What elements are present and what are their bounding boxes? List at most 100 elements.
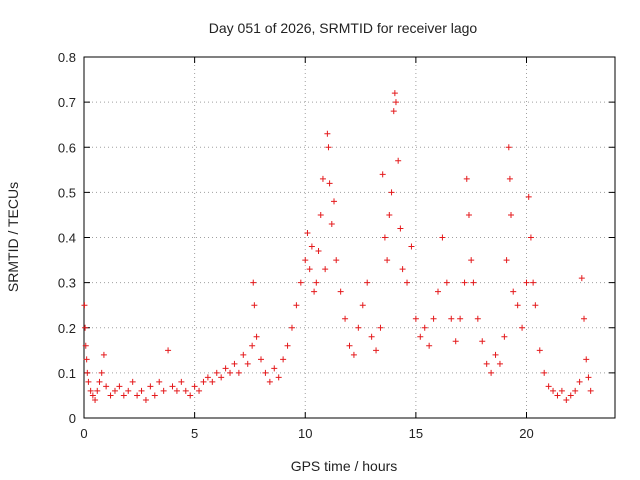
data-point (313, 279, 320, 286)
data-point (545, 383, 552, 390)
chart-title: Day 051 of 2026, SRMTID for receiver lag… (209, 20, 478, 36)
data-point (280, 356, 287, 363)
data-point (585, 374, 592, 381)
data-point (384, 257, 391, 264)
axis-ticks: 0 0.1 0.2 0.3 0.4 0.5 0.6 0.7 0.8 0 5 10 15 20 (58, 50, 615, 441)
data-point (284, 342, 291, 349)
data-point (275, 374, 282, 381)
data-point (98, 369, 105, 376)
data-point (302, 257, 309, 264)
data-point (160, 387, 167, 394)
data-point (297, 279, 304, 286)
data-point (209, 378, 216, 385)
data-point (304, 229, 311, 236)
data-point (322, 266, 329, 273)
data-point (96, 378, 103, 385)
data-point (576, 378, 583, 385)
data-point (83, 356, 90, 363)
data-point (583, 356, 590, 363)
data-point (271, 365, 278, 372)
data-point (567, 392, 574, 399)
data-point (350, 351, 357, 358)
data-point (191, 383, 198, 390)
data-point (525, 193, 532, 200)
data-point (386, 211, 393, 218)
x-tick-label: 20 (519, 426, 533, 441)
y-tick-label: 0.1 (58, 366, 76, 381)
data-point (196, 387, 203, 394)
data-point (326, 180, 333, 187)
data-point (231, 360, 238, 367)
gridlines (84, 57, 615, 418)
data-point (503, 257, 510, 264)
y-tick-label: 0 (69, 411, 76, 426)
data-point (505, 144, 512, 151)
data-point (116, 383, 123, 390)
data-point (222, 365, 229, 372)
data-point (328, 220, 335, 227)
data-point (142, 396, 149, 403)
data-point (364, 279, 371, 286)
data-point (89, 392, 96, 399)
data-point (563, 396, 570, 403)
data-point (253, 333, 260, 340)
data-point (317, 211, 324, 218)
data-point (319, 175, 326, 182)
data-point (346, 342, 353, 349)
y-axis-title: SRMTID / TECUs (5, 182, 21, 292)
data-point (111, 387, 118, 394)
data-point (315, 248, 322, 255)
data-point (187, 392, 194, 399)
data-point (412, 315, 419, 322)
data-point (527, 234, 534, 241)
data-point (359, 302, 366, 309)
plot-frame (83, 56, 616, 419)
data-point (306, 266, 313, 273)
y-tick-label: 0.3 (58, 276, 76, 291)
data-point (107, 392, 114, 399)
data-point (532, 302, 539, 309)
data-point (514, 302, 521, 309)
data-point (120, 392, 127, 399)
data-point (395, 157, 402, 164)
data-point (554, 392, 561, 399)
x-tick-label: 5 (191, 426, 198, 441)
data-point (103, 383, 110, 390)
data-point (235, 369, 242, 376)
data-point (435, 288, 441, 295)
data-point (541, 369, 548, 376)
data-point (443, 279, 450, 286)
data-point (379, 171, 386, 178)
data-point (457, 315, 464, 322)
y-tick-label: 0.4 (58, 231, 76, 246)
data-point (227, 369, 234, 376)
data-point (388, 189, 395, 196)
data-point (84, 369, 91, 376)
data-point (218, 374, 225, 381)
data-point (165, 347, 172, 354)
data-points (81, 90, 594, 403)
x-tick-label: 10 (298, 426, 312, 441)
data-point (147, 383, 154, 390)
data-point (463, 175, 470, 182)
data-point (249, 342, 256, 349)
data-point (523, 279, 530, 286)
data-point (536, 347, 543, 354)
data-point (439, 234, 446, 241)
data-point (169, 383, 176, 390)
data-point (293, 302, 300, 309)
data-point (82, 324, 89, 331)
data-point (125, 387, 132, 394)
x-tick-label: 0 (80, 426, 87, 441)
y-tick-label: 0.5 (58, 185, 76, 200)
data-point (373, 347, 380, 354)
data-point (85, 378, 92, 385)
data-point (426, 342, 433, 349)
data-point (377, 324, 384, 331)
y-tick-label: 0.8 (58, 50, 76, 65)
data-point (134, 392, 141, 399)
data-point (578, 275, 585, 282)
data-point (337, 288, 344, 295)
data-point (587, 387, 594, 394)
data-point (399, 266, 406, 273)
